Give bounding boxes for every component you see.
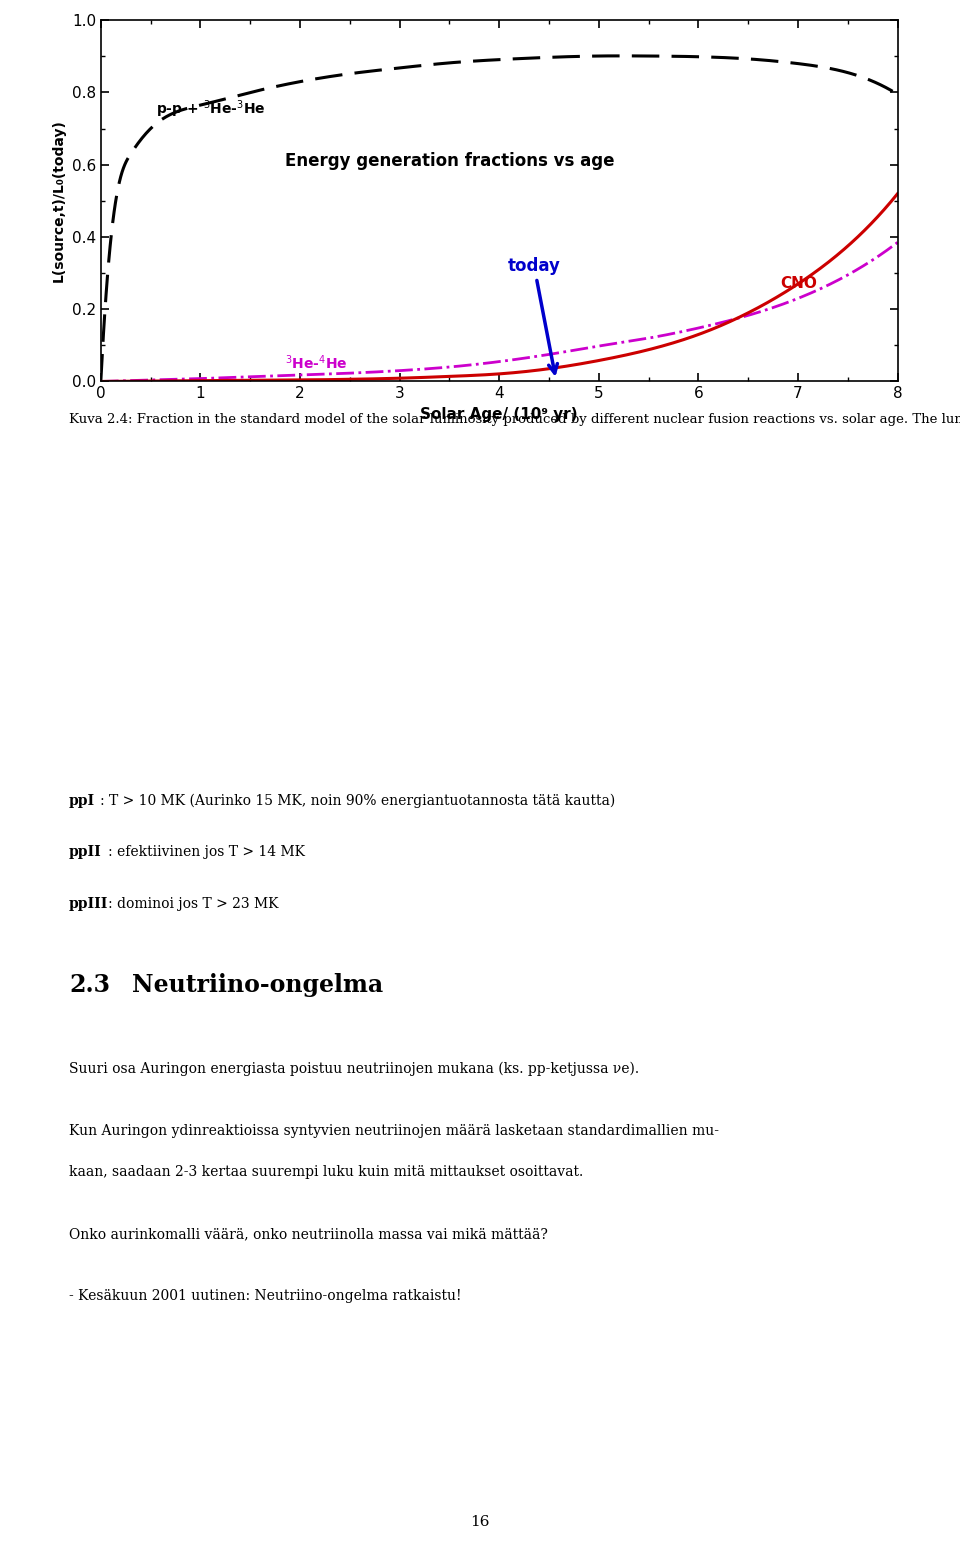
Text: CNO: CNO [780,277,817,291]
Text: today: today [508,257,561,374]
Text: ppI: ppI [69,794,95,808]
Text: Kun Auringon ydinreaktioissa syntyvien neutriinojen määrä lasketaan standardimal: Kun Auringon ydinreaktioissa syntyvien n… [69,1124,719,1138]
Text: ppIII: ppIII [69,897,108,911]
Text: Neutriino-ongelma: Neutriino-ongelma [132,973,383,996]
Text: - Kesäkuun 2001 uutinen: Neutriino-ongelma ratkaistu!: - Kesäkuun 2001 uutinen: Neutriino-ongel… [69,1289,462,1303]
Text: kaan, saadaan 2-3 kertaa suurempi luku kuin mitä mittaukset osoittavat.: kaan, saadaan 2-3 kertaa suurempi luku k… [69,1165,584,1179]
Text: Kuva 2.4: Fraction in the standard model of the solar luminosity produced by dif: Kuva 2.4: Fraction in the standard model… [69,413,960,425]
Text: : dominoi jos T > 23 MK: : dominoi jos T > 23 MK [108,897,278,911]
Text: ppII: ppII [69,845,102,859]
Text: Onko aurinkomalli väärä, onko neutriinolla massa vai mikä mättää?: Onko aurinkomalli väärä, onko neutriinol… [69,1227,548,1241]
Text: $^3$He-$^4$He: $^3$He-$^4$He [285,353,348,372]
Text: 2.3: 2.3 [69,973,110,996]
X-axis label: Solar Age/ (10⁹ yr): Solar Age/ (10⁹ yr) [420,406,578,422]
Text: : efektiivinen jos T > 14 MK: : efektiivinen jos T > 14 MK [108,845,304,859]
Text: Energy generation fractions vs age: Energy generation fractions vs age [285,153,614,170]
Text: Suuri osa Auringon energiasta poistuu neutriinojen mukana (ks. pp-ketjussa νe).: Suuri osa Auringon energiasta poistuu ne… [69,1062,639,1076]
Text: p-p + $^3$He-$^3$He: p-p + $^3$He-$^3$He [156,98,265,120]
Text: : T > 10 MK (Aurinko 15 MK, noin 90% energiantuotannosta tätä kautta): : T > 10 MK (Aurinko 15 MK, noin 90% ene… [100,794,615,808]
Text: 16: 16 [470,1515,490,1529]
Y-axis label: L(source,t)/L₀(today): L(source,t)/L₀(today) [52,120,66,282]
